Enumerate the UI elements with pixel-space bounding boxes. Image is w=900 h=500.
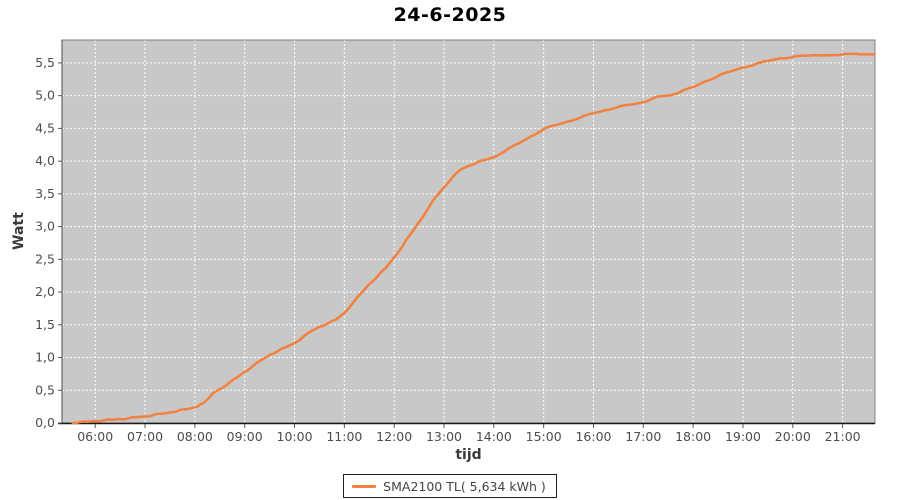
legend-line-swatch (352, 484, 377, 488)
x-tick-label: 19:00 (725, 429, 761, 444)
x-axis-title: tijd (455, 447, 482, 463)
y-tick-label: 3,5 (35, 186, 55, 201)
x-tick-label: 08:00 (177, 429, 213, 444)
x-tick-label: 16:00 (575, 429, 611, 444)
x-tick-label: 20:00 (775, 429, 811, 444)
x-tick-label: 21:00 (825, 429, 861, 444)
y-tick-label: 5,0 (35, 88, 55, 103)
plot-canvas: 06:00 07:00 08:00 09:00 10:00 11:00 12:00 13:00… (35, 39, 876, 444)
x-tick-label: 17:00 (625, 429, 661, 444)
x-tick-label: 11:00 (326, 429, 362, 444)
y-tick-label: 2,5 (35, 251, 55, 266)
y-tick-label: 1,5 (35, 317, 55, 332)
y-tick-label: 2,0 (35, 284, 55, 299)
y-tick-label: 1,0 (35, 350, 55, 365)
x-tick-label: 15:00 (526, 429, 562, 444)
plot-area (62, 40, 875, 423)
y-tick-label: 0,0 (35, 415, 55, 430)
x-tick-label: 14:00 (476, 429, 512, 444)
series-line (71, 52, 876, 425)
y-tick-label: 4,0 (35, 153, 55, 168)
x-tick-label: 10:00 (277, 429, 313, 444)
x-tick-label: 09:00 (227, 429, 263, 444)
x-tick-label: 12:00 (376, 429, 412, 444)
x-tick-label: 07:00 (127, 429, 163, 444)
x-tick-label: 06:00 (77, 429, 113, 444)
y-tick-label: 0,5 (35, 382, 55, 397)
chart-title: 24-6-2025 (393, 4, 507, 26)
y-tick-label: 3,0 (35, 219, 55, 234)
x-tick-label: 18:00 (675, 429, 711, 444)
y-tick-label: 5,5 (35, 55, 55, 70)
legend: SMA2100 TL( 5,634 kWh ) (0, 474, 900, 498)
x-tick-label: 13:00 (426, 429, 462, 444)
legend-label: SMA2100 TL( 5,634 kWh ) (383, 478, 546, 494)
y-tick-label: 4,5 (35, 120, 55, 135)
legend-box: SMA2100 TL( 5,634 kWh ) (343, 474, 557, 498)
